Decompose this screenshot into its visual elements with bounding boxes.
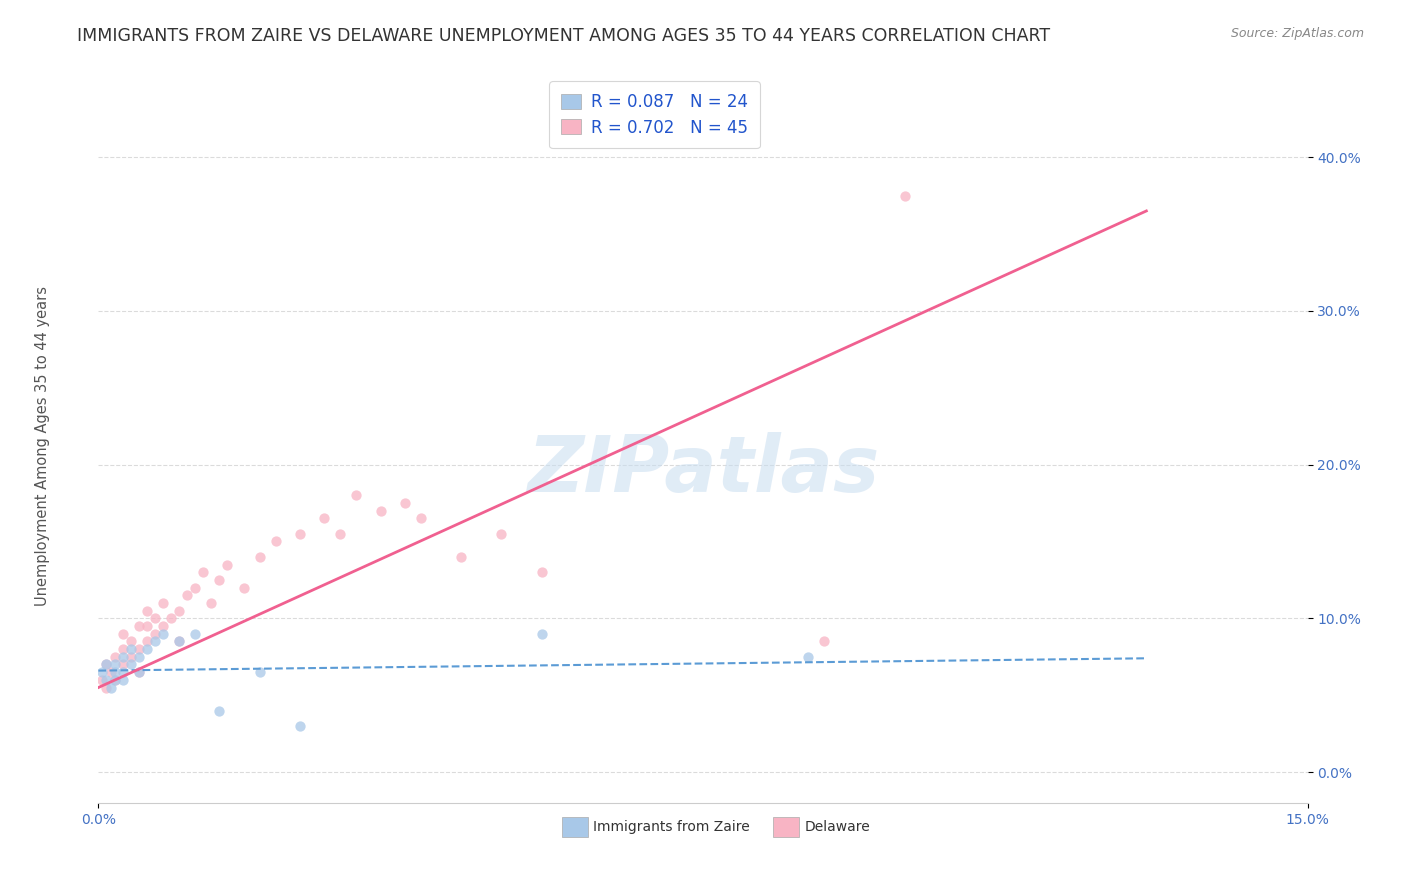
Point <box>167 634 190 648</box>
Point <box>120 634 142 648</box>
Point <box>184 626 207 640</box>
Point <box>217 558 239 572</box>
Point <box>314 511 336 525</box>
Point <box>111 657 134 672</box>
Point <box>530 565 553 579</box>
Point <box>96 657 118 672</box>
Point <box>103 673 125 687</box>
Point <box>893 188 915 202</box>
Point <box>135 634 157 648</box>
Point <box>111 673 134 687</box>
Point <box>111 626 134 640</box>
Point <box>797 649 820 664</box>
Point <box>135 604 157 618</box>
Point <box>167 604 190 618</box>
Point <box>249 665 271 680</box>
Point <box>135 619 157 633</box>
Point <box>128 649 150 664</box>
Point <box>264 534 287 549</box>
Point <box>103 657 125 672</box>
Text: Unemployment Among Ages 35 to 44 years: Unemployment Among Ages 35 to 44 years <box>35 286 49 606</box>
Point <box>120 649 142 664</box>
Point <box>128 642 150 657</box>
Point <box>491 526 513 541</box>
Point <box>208 573 231 587</box>
Point <box>450 549 472 564</box>
Point <box>167 634 190 648</box>
Point <box>176 588 198 602</box>
Point <box>394 496 416 510</box>
Point <box>249 549 271 564</box>
Point <box>111 642 134 657</box>
Point <box>128 619 150 633</box>
Point <box>193 565 215 579</box>
Point <box>184 581 207 595</box>
Point <box>152 596 174 610</box>
Point <box>152 626 174 640</box>
Point <box>409 511 432 525</box>
Point <box>143 611 166 625</box>
Point <box>120 642 142 657</box>
Point <box>232 581 254 595</box>
Point <box>103 665 125 680</box>
Point <box>152 619 174 633</box>
Point <box>128 665 150 680</box>
Point <box>111 665 134 680</box>
Text: Source: ZipAtlas.com: Source: ZipAtlas.com <box>1230 27 1364 40</box>
Point <box>120 657 142 672</box>
Point <box>128 665 150 680</box>
Legend: R = 0.087   N = 24, R = 0.702   N = 45: R = 0.087 N = 24, R = 0.702 N = 45 <box>550 81 759 148</box>
Point <box>329 526 352 541</box>
Point <box>91 665 114 680</box>
Text: ZIPatlas: ZIPatlas <box>527 433 879 508</box>
Point <box>288 719 311 733</box>
Text: Delaware: Delaware <box>804 820 870 834</box>
Point <box>813 634 835 648</box>
Point <box>160 611 183 625</box>
Text: IMMIGRANTS FROM ZAIRE VS DELAWARE UNEMPLOYMENT AMONG AGES 35 TO 44 YEARS CORRELA: IMMIGRANTS FROM ZAIRE VS DELAWARE UNEMPL… <box>77 27 1050 45</box>
Point <box>143 626 166 640</box>
Text: Immigrants from Zaire: Immigrants from Zaire <box>593 820 749 834</box>
Point <box>100 681 122 695</box>
Point <box>288 526 311 541</box>
Point <box>111 649 134 664</box>
Point <box>103 673 125 687</box>
Point <box>208 704 231 718</box>
Point <box>96 681 118 695</box>
Point <box>135 642 157 657</box>
Point <box>143 634 166 648</box>
Point <box>200 596 222 610</box>
Point <box>96 657 118 672</box>
Point <box>100 665 122 680</box>
Point <box>103 649 125 664</box>
Point <box>370 504 392 518</box>
Point <box>91 673 114 687</box>
Point <box>96 673 118 687</box>
Point <box>344 488 367 502</box>
Point <box>530 626 553 640</box>
